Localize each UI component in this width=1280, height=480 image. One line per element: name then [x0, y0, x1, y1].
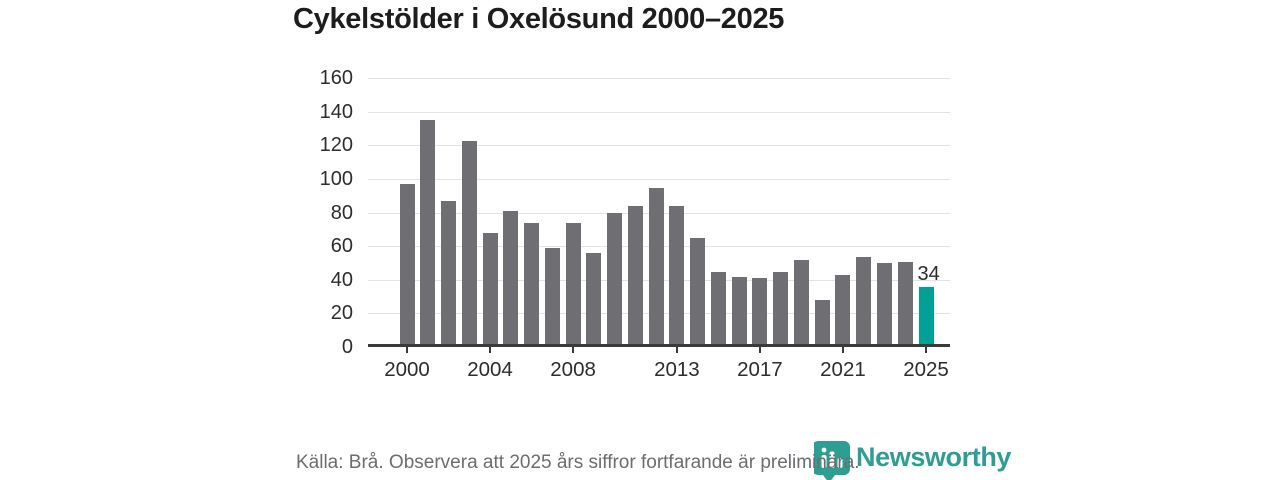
y-axis-label: 140	[319, 100, 353, 123]
bar-2006	[524, 222, 540, 344]
x-axis-label: 2021	[820, 358, 866, 381]
x-tick-2017	[758, 347, 761, 353]
y-axis-label: 0	[341, 336, 353, 358]
bar-2015	[710, 271, 726, 344]
bar-2022	[856, 256, 872, 344]
bar-2010	[607, 212, 623, 344]
y-axis-label: 100	[319, 167, 353, 190]
bar-2023	[876, 263, 892, 344]
x-tick-2021	[841, 347, 844, 353]
bar-2007	[544, 248, 560, 344]
x-axis-label: 2025	[903, 358, 949, 381]
x-axis-label: 2017	[737, 358, 783, 381]
newsworthy-wordmark: Newsworthy	[856, 442, 1012, 472]
bar-2009	[586, 253, 602, 344]
x-axis-label: 2000	[384, 358, 430, 381]
source-note: Källa: Brå. Observera att 2025 års siffr…	[296, 452, 860, 473]
y-axis-label: 160	[319, 67, 353, 89]
y-axis-label: 20	[330, 302, 353, 325]
highlight-value-label: 34	[917, 262, 940, 285]
x-tick-2004	[489, 347, 492, 353]
plot-area: 0 20 40 60 80 100 120 140 160 2000 2004 2008 2013 201…	[320, 67, 950, 381]
x-axis-label: 2013	[654, 358, 700, 381]
bar-2014	[690, 238, 706, 344]
bar-2000	[399, 184, 415, 344]
bar-2020	[814, 300, 830, 344]
bar-2001	[420, 120, 436, 344]
bar-2005	[503, 211, 519, 344]
gridline-y-140	[368, 111, 950, 113]
bar-2019	[793, 259, 809, 344]
chart-title: Cykelstölder i Oxelösund 2000–2025	[293, 3, 785, 35]
bar-2021	[835, 275, 851, 344]
x-tick-2008	[572, 347, 575, 353]
y-axis-label: 60	[330, 235, 353, 258]
bar-2016	[731, 276, 747, 344]
x-tick-2000	[406, 347, 408, 353]
bar-2011	[627, 206, 643, 344]
gridline-y-100	[368, 178, 950, 180]
bar-2013	[669, 206, 685, 344]
bar-2017	[752, 278, 768, 344]
bar-2018	[773, 271, 789, 344]
bar-2024	[897, 261, 913, 344]
newsworthy-marker-icon	[812, 441, 852, 480]
bar-2003	[461, 140, 477, 344]
x-axis-label: 2008	[550, 358, 596, 381]
x-tick-2013	[675, 347, 678, 353]
y-axis-label: 80	[330, 201, 353, 224]
bar-2012	[648, 187, 664, 344]
bar-2004	[482, 233, 498, 344]
gridline-y-160	[368, 78, 950, 79]
x-tick-2025	[925, 347, 927, 353]
y-axis-label: 120	[319, 134, 353, 157]
bar-2008	[565, 222, 581, 344]
y-axis-label: 40	[330, 268, 353, 291]
bar-2002	[441, 201, 457, 344]
bar-2025	[918, 286, 934, 344]
gridline-y-120	[368, 145, 950, 147]
x-axis-label: 2004	[467, 358, 513, 381]
